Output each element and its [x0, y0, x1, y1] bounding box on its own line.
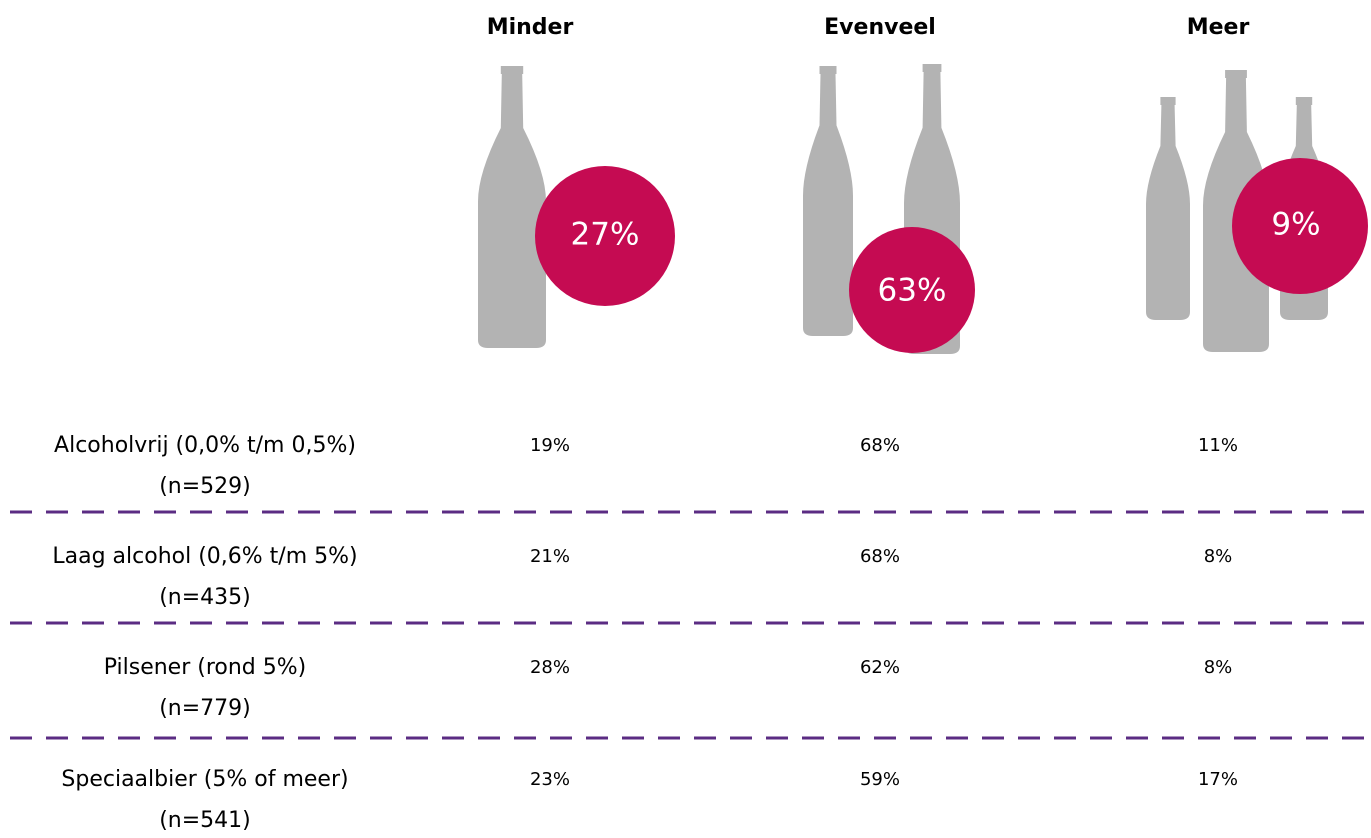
cell-value: 21%: [530, 546, 570, 567]
row-label: Speciaalbier (5% of meer): [61, 767, 348, 792]
row-sample-size: (n=541): [159, 808, 251, 833]
column-header: Evenveel: [824, 15, 936, 40]
cell-value: 19%: [530, 435, 570, 456]
cell-value: 17%: [1198, 769, 1238, 790]
cell-value: 8%: [1204, 657, 1233, 678]
column-header: Minder: [487, 15, 574, 40]
bottle-icon: [478, 66, 546, 348]
percentage-circle: [849, 227, 975, 353]
cell-value: 28%: [530, 657, 570, 678]
cell-value: 68%: [860, 435, 900, 456]
row-sample-size: (n=435): [159, 585, 251, 610]
percentage-circle: [535, 166, 675, 306]
row-label: Pilsener (rond 5%): [104, 655, 307, 680]
column-header: Meer: [1187, 15, 1250, 40]
cell-value: 59%: [860, 769, 900, 790]
total-percentage: 9%: [1271, 207, 1320, 243]
bottle-icon: [803, 66, 853, 336]
cell-value: 11%: [1198, 435, 1238, 456]
row-sample-size: (n=779): [159, 696, 251, 721]
row-label: Alcoholvrij (0,0% t/m 0,5%): [54, 433, 356, 458]
row-sample-size: (n=529): [159, 474, 251, 499]
total-percentage: 63%: [878, 273, 947, 309]
cell-value: 68%: [860, 546, 900, 567]
bottle-icon: [1146, 97, 1190, 320]
percentage-circle: [1232, 158, 1368, 294]
total-percentage: 27%: [571, 217, 640, 253]
cell-value: 8%: [1204, 546, 1233, 567]
cell-value: 23%: [530, 769, 570, 790]
row-label: Laag alcohol (0,6% t/m 5%): [52, 544, 357, 569]
cell-value: 62%: [860, 657, 900, 678]
